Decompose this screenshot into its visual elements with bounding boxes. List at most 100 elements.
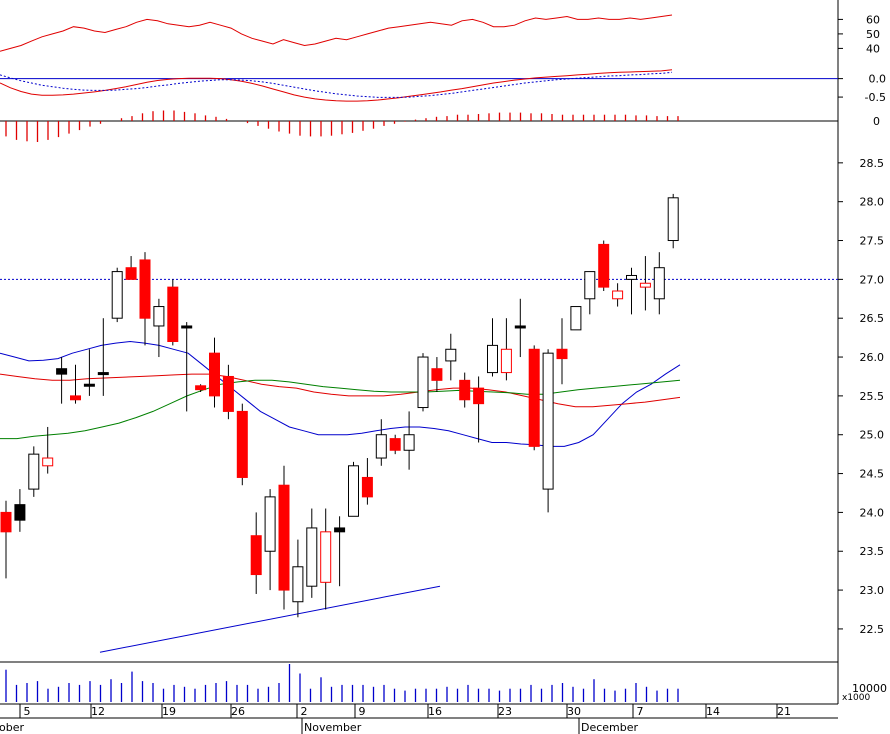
candle-body (445, 348, 457, 362)
y-tick-label: 24.0 (860, 506, 885, 519)
candle-body (42, 457, 54, 467)
candle-body (584, 271, 596, 300)
candle-body (320, 531, 332, 583)
y-tick-label: 60 (866, 13, 880, 26)
candle-body (348, 465, 359, 517)
y-tick-label: 23.5 (860, 545, 885, 558)
x-axis: 5 12 19 26 2 9 16 23 30 7 14 21 October November Decem… (0, 704, 838, 734)
month-label: November (304, 721, 362, 734)
price-panel (0, 162, 843, 653)
y-tick-label: 0 (873, 115, 880, 128)
candle-body (209, 352, 220, 397)
candle-body (459, 379, 471, 401)
candle-body (653, 267, 665, 300)
candle-body (195, 385, 207, 391)
month-label: December (581, 721, 639, 734)
y-tick-label: -0.5 (865, 91, 886, 104)
candle-body (250, 535, 262, 576)
y-tick-label: 0.0 (869, 73, 887, 86)
rsi-panel (0, 14, 843, 52)
candle-body (375, 434, 387, 459)
y-tick-label: 23.0 (860, 584, 885, 597)
candle-body (264, 496, 276, 552)
x-tick-label: 26 (231, 705, 245, 718)
candle-body (153, 306, 165, 327)
candle-body (639, 282, 651, 288)
y-tick-label: 27.0 (860, 273, 885, 286)
candle-body (667, 197, 679, 242)
x-tick-label: 16 (428, 705, 442, 718)
candle-body (97, 372, 109, 376)
candle-body (556, 348, 568, 360)
panel-borders (0, 0, 839, 705)
macd-panel (0, 69, 843, 102)
volume-panel (5, 664, 679, 702)
candle-body (403, 434, 415, 451)
candle-body (431, 368, 443, 381)
candle-body (278, 484, 290, 591)
candle-body (222, 375, 234, 412)
candle-body (292, 566, 304, 603)
candle-body (111, 271, 123, 319)
x-tick-label: 9 (359, 705, 366, 718)
candle-body (125, 267, 137, 280)
y-tick-label: 25.0 (860, 429, 885, 442)
moving-average-line (0, 340, 681, 447)
volume-unit-label: x1000 (842, 693, 871, 703)
y-tick-label: 40 (866, 42, 880, 55)
x-tick-label: 21 (777, 705, 791, 718)
y-tick-label: 50 (866, 28, 880, 41)
y-tick-label: 25.5 (860, 390, 885, 403)
candle-body (612, 290, 624, 300)
y-tick-label: 28.5 (860, 157, 885, 170)
x-tick-label: 7 (637, 705, 644, 718)
x-tick-label: 30 (567, 705, 581, 718)
candle-body (542, 352, 554, 490)
y-tick-label: 26.5 (860, 312, 885, 325)
candle-body (500, 348, 512, 374)
candle-body (181, 325, 193, 329)
candle-body (0, 511, 12, 533)
y-tick-label: 28.0 (860, 196, 885, 209)
y-tick-label: 22.5 (860, 623, 885, 636)
candle-body (83, 383, 95, 387)
candle-body (70, 395, 81, 401)
candle-body (306, 527, 318, 587)
signal-line (0, 71, 673, 98)
moving-average-line (0, 379, 681, 440)
candle-body (167, 286, 179, 343)
macd-line (0, 69, 673, 102)
candle-body (514, 325, 526, 329)
candle-body (389, 438, 401, 451)
y-tick-label: 27.5 (860, 235, 885, 248)
rsi-line (0, 14, 673, 52)
volume-tick-label: 10000 (852, 682, 887, 695)
candle-body (28, 453, 40, 490)
y-tick-label: 26.0 (860, 351, 885, 364)
trend-line (99, 585, 441, 653)
candle-body (56, 368, 68, 375)
candle-body (528, 348, 540, 447)
x-tick-label: 19 (162, 705, 176, 718)
x-tick-label: 14 (706, 705, 720, 718)
candle-body (570, 306, 582, 331)
histogram-panel (5, 110, 679, 142)
candle-body (417, 356, 429, 409)
x-tick-label: 23 (498, 705, 512, 718)
x-tick-label: 12 (91, 705, 105, 718)
candle-body (236, 410, 248, 478)
candle-body (598, 243, 610, 288)
candle-body (487, 344, 498, 374)
candle-body (473, 387, 485, 405)
candle-body (626, 274, 637, 280)
candle-body (139, 259, 151, 319)
candle-body (14, 504, 26, 521)
y-tick-label: 24.5 (860, 468, 885, 481)
x-tick-label: 2 (301, 705, 308, 718)
candle-body (361, 476, 373, 498)
x-tick-label: 5 (24, 705, 31, 718)
month-label: October (0, 721, 24, 734)
moving-average-line (0, 373, 681, 408)
